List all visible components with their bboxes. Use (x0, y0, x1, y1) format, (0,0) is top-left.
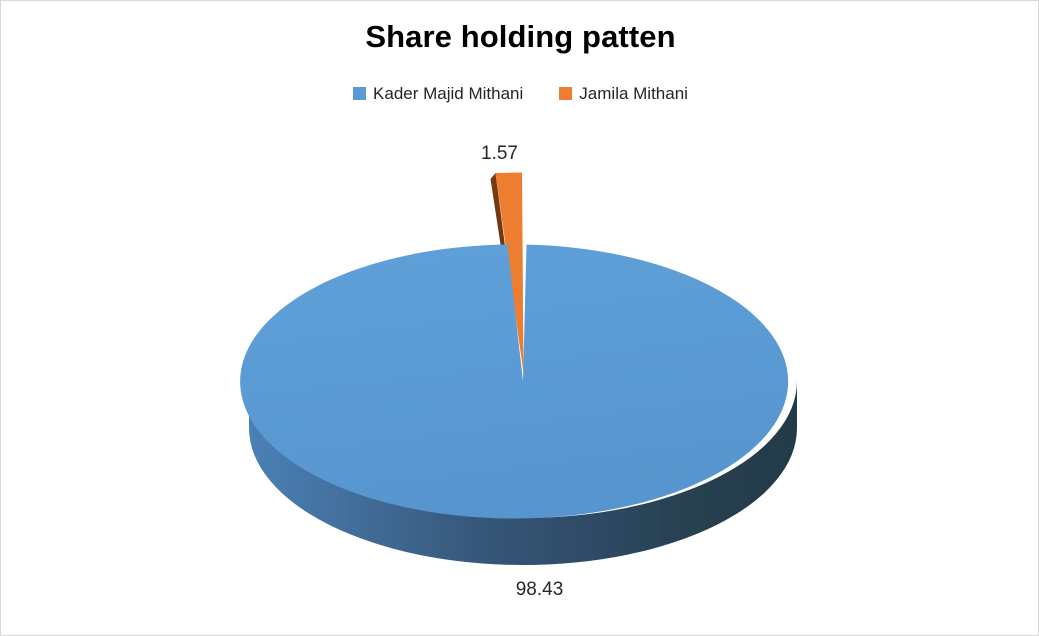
legend-item-kader-majid-mithani[interactable]: Kader Majid Mithani (353, 85, 523, 102)
data-label-jamila-mithani: 1.57 (481, 143, 518, 164)
pie-slice-3d-side-kader-majid-mithani (249, 381, 797, 565)
legend-label-kader-majid-mithani: Kader Majid Mithani (373, 84, 524, 103)
data-label-kader-majid-mithani: 98.43 (515, 579, 564, 600)
legend-swatch-icon-blue (353, 87, 367, 100)
chart-legend: Kader Majid Mithani Jamila Mithani (1, 85, 1038, 102)
legend-item-jamila-mithani[interactable]: Jamila Mithani (559, 85, 688, 102)
legend-label-jamila-mithani: Jamila Mithani (579, 84, 688, 103)
pie-slice-top-kader-majid-mithani (240, 244, 789, 519)
legend-swatch-icon-orange (559, 87, 573, 100)
chart-title: Share holding patten (365, 19, 676, 54)
